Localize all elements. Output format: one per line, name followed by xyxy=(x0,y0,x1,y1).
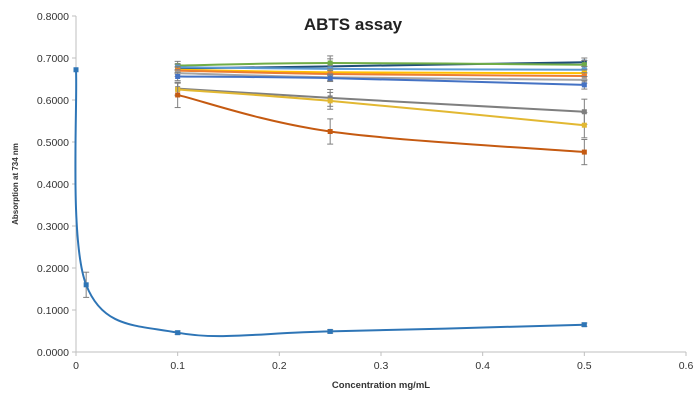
data-point xyxy=(581,77,587,83)
data-point xyxy=(581,149,587,155)
y-tick-label: 0.3000 xyxy=(37,221,69,233)
y-tick-label: 0.2000 xyxy=(37,263,69,275)
data-point xyxy=(581,82,587,88)
series-line xyxy=(177,68,585,75)
series-8 xyxy=(174,81,588,125)
axes: 0 0.1 0.2 0.3 0.4 0.5 0.6 0.0000 0.1000 0.2000 0.3… xyxy=(37,11,694,372)
series-10 xyxy=(174,81,588,166)
x-tick-label: 0 xyxy=(73,360,79,372)
x-tick-label: 0.4 xyxy=(475,360,490,372)
series-line xyxy=(177,62,585,67)
data-point xyxy=(175,73,181,79)
series-line xyxy=(177,69,585,78)
y-tick-label: 0.1000 xyxy=(37,305,69,317)
x-tick-label: 0.6 xyxy=(679,360,694,372)
data-point xyxy=(175,92,181,98)
y-tick-label: 0.7000 xyxy=(37,53,69,65)
data-point xyxy=(581,122,587,128)
x-tick-label: 0.2 xyxy=(272,360,287,372)
data-point xyxy=(327,98,333,104)
y-tick-label: 0.4000 xyxy=(37,179,69,191)
data-point xyxy=(73,67,79,73)
series-line xyxy=(177,87,585,113)
data-point xyxy=(581,322,587,328)
series-line xyxy=(177,75,585,86)
y-tick-label: 0.0000 xyxy=(37,347,69,359)
data-point xyxy=(175,330,181,336)
chart-title: ABTS assay xyxy=(304,15,403,34)
x-axis-label: Concentration mg/mL xyxy=(332,380,430,391)
series-line xyxy=(177,66,585,71)
x-tick-label: 0.3 xyxy=(374,360,389,372)
data-point xyxy=(327,129,333,134)
y-axis-label: Absorption at 734 nm xyxy=(11,143,20,225)
y-tick-label: 0.5000 xyxy=(37,137,69,149)
series-line xyxy=(177,88,585,127)
series-11 xyxy=(73,67,588,338)
series-line xyxy=(177,93,585,154)
y-tick-label: 0.6000 xyxy=(37,95,69,107)
x-tick-label: 0.1 xyxy=(170,360,185,372)
series-7 xyxy=(174,71,588,90)
data-point xyxy=(581,109,587,115)
data-point xyxy=(327,328,333,334)
data-point xyxy=(581,62,587,68)
y-tick-label: 0.8000 xyxy=(37,11,69,23)
data-point xyxy=(327,60,333,66)
data-point xyxy=(327,75,333,81)
series-layer xyxy=(73,55,588,338)
x-tick-label: 0.5 xyxy=(577,360,592,372)
data-point xyxy=(83,282,89,288)
